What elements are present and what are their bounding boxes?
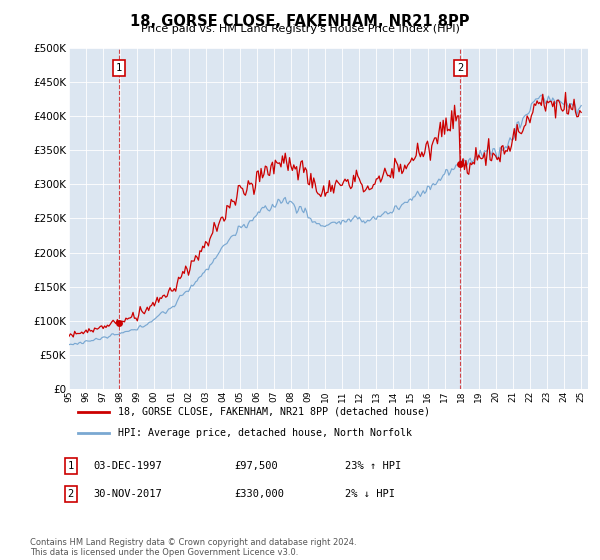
Text: 2: 2 xyxy=(457,63,463,73)
Text: 30-NOV-2017: 30-NOV-2017 xyxy=(93,489,162,499)
Text: HPI: Average price, detached house, North Norfolk: HPI: Average price, detached house, Nort… xyxy=(118,428,412,438)
Text: 03-DEC-1997: 03-DEC-1997 xyxy=(93,461,162,471)
Text: 18, GORSE CLOSE, FAKENHAM, NR21 8PP (detached house): 18, GORSE CLOSE, FAKENHAM, NR21 8PP (det… xyxy=(118,407,430,417)
Text: £330,000: £330,000 xyxy=(234,489,284,499)
Text: Contains HM Land Registry data © Crown copyright and database right 2024.
This d: Contains HM Land Registry data © Crown c… xyxy=(30,538,356,557)
Text: 2% ↓ HPI: 2% ↓ HPI xyxy=(345,489,395,499)
Text: Price paid vs. HM Land Registry's House Price Index (HPI): Price paid vs. HM Land Registry's House … xyxy=(140,24,460,34)
Text: 18, GORSE CLOSE, FAKENHAM, NR21 8PP: 18, GORSE CLOSE, FAKENHAM, NR21 8PP xyxy=(130,14,470,29)
Text: 23% ↑ HPI: 23% ↑ HPI xyxy=(345,461,401,471)
Text: 1: 1 xyxy=(116,63,122,73)
Text: 2: 2 xyxy=(68,489,74,499)
Text: 1: 1 xyxy=(68,461,74,471)
Text: £97,500: £97,500 xyxy=(234,461,278,471)
